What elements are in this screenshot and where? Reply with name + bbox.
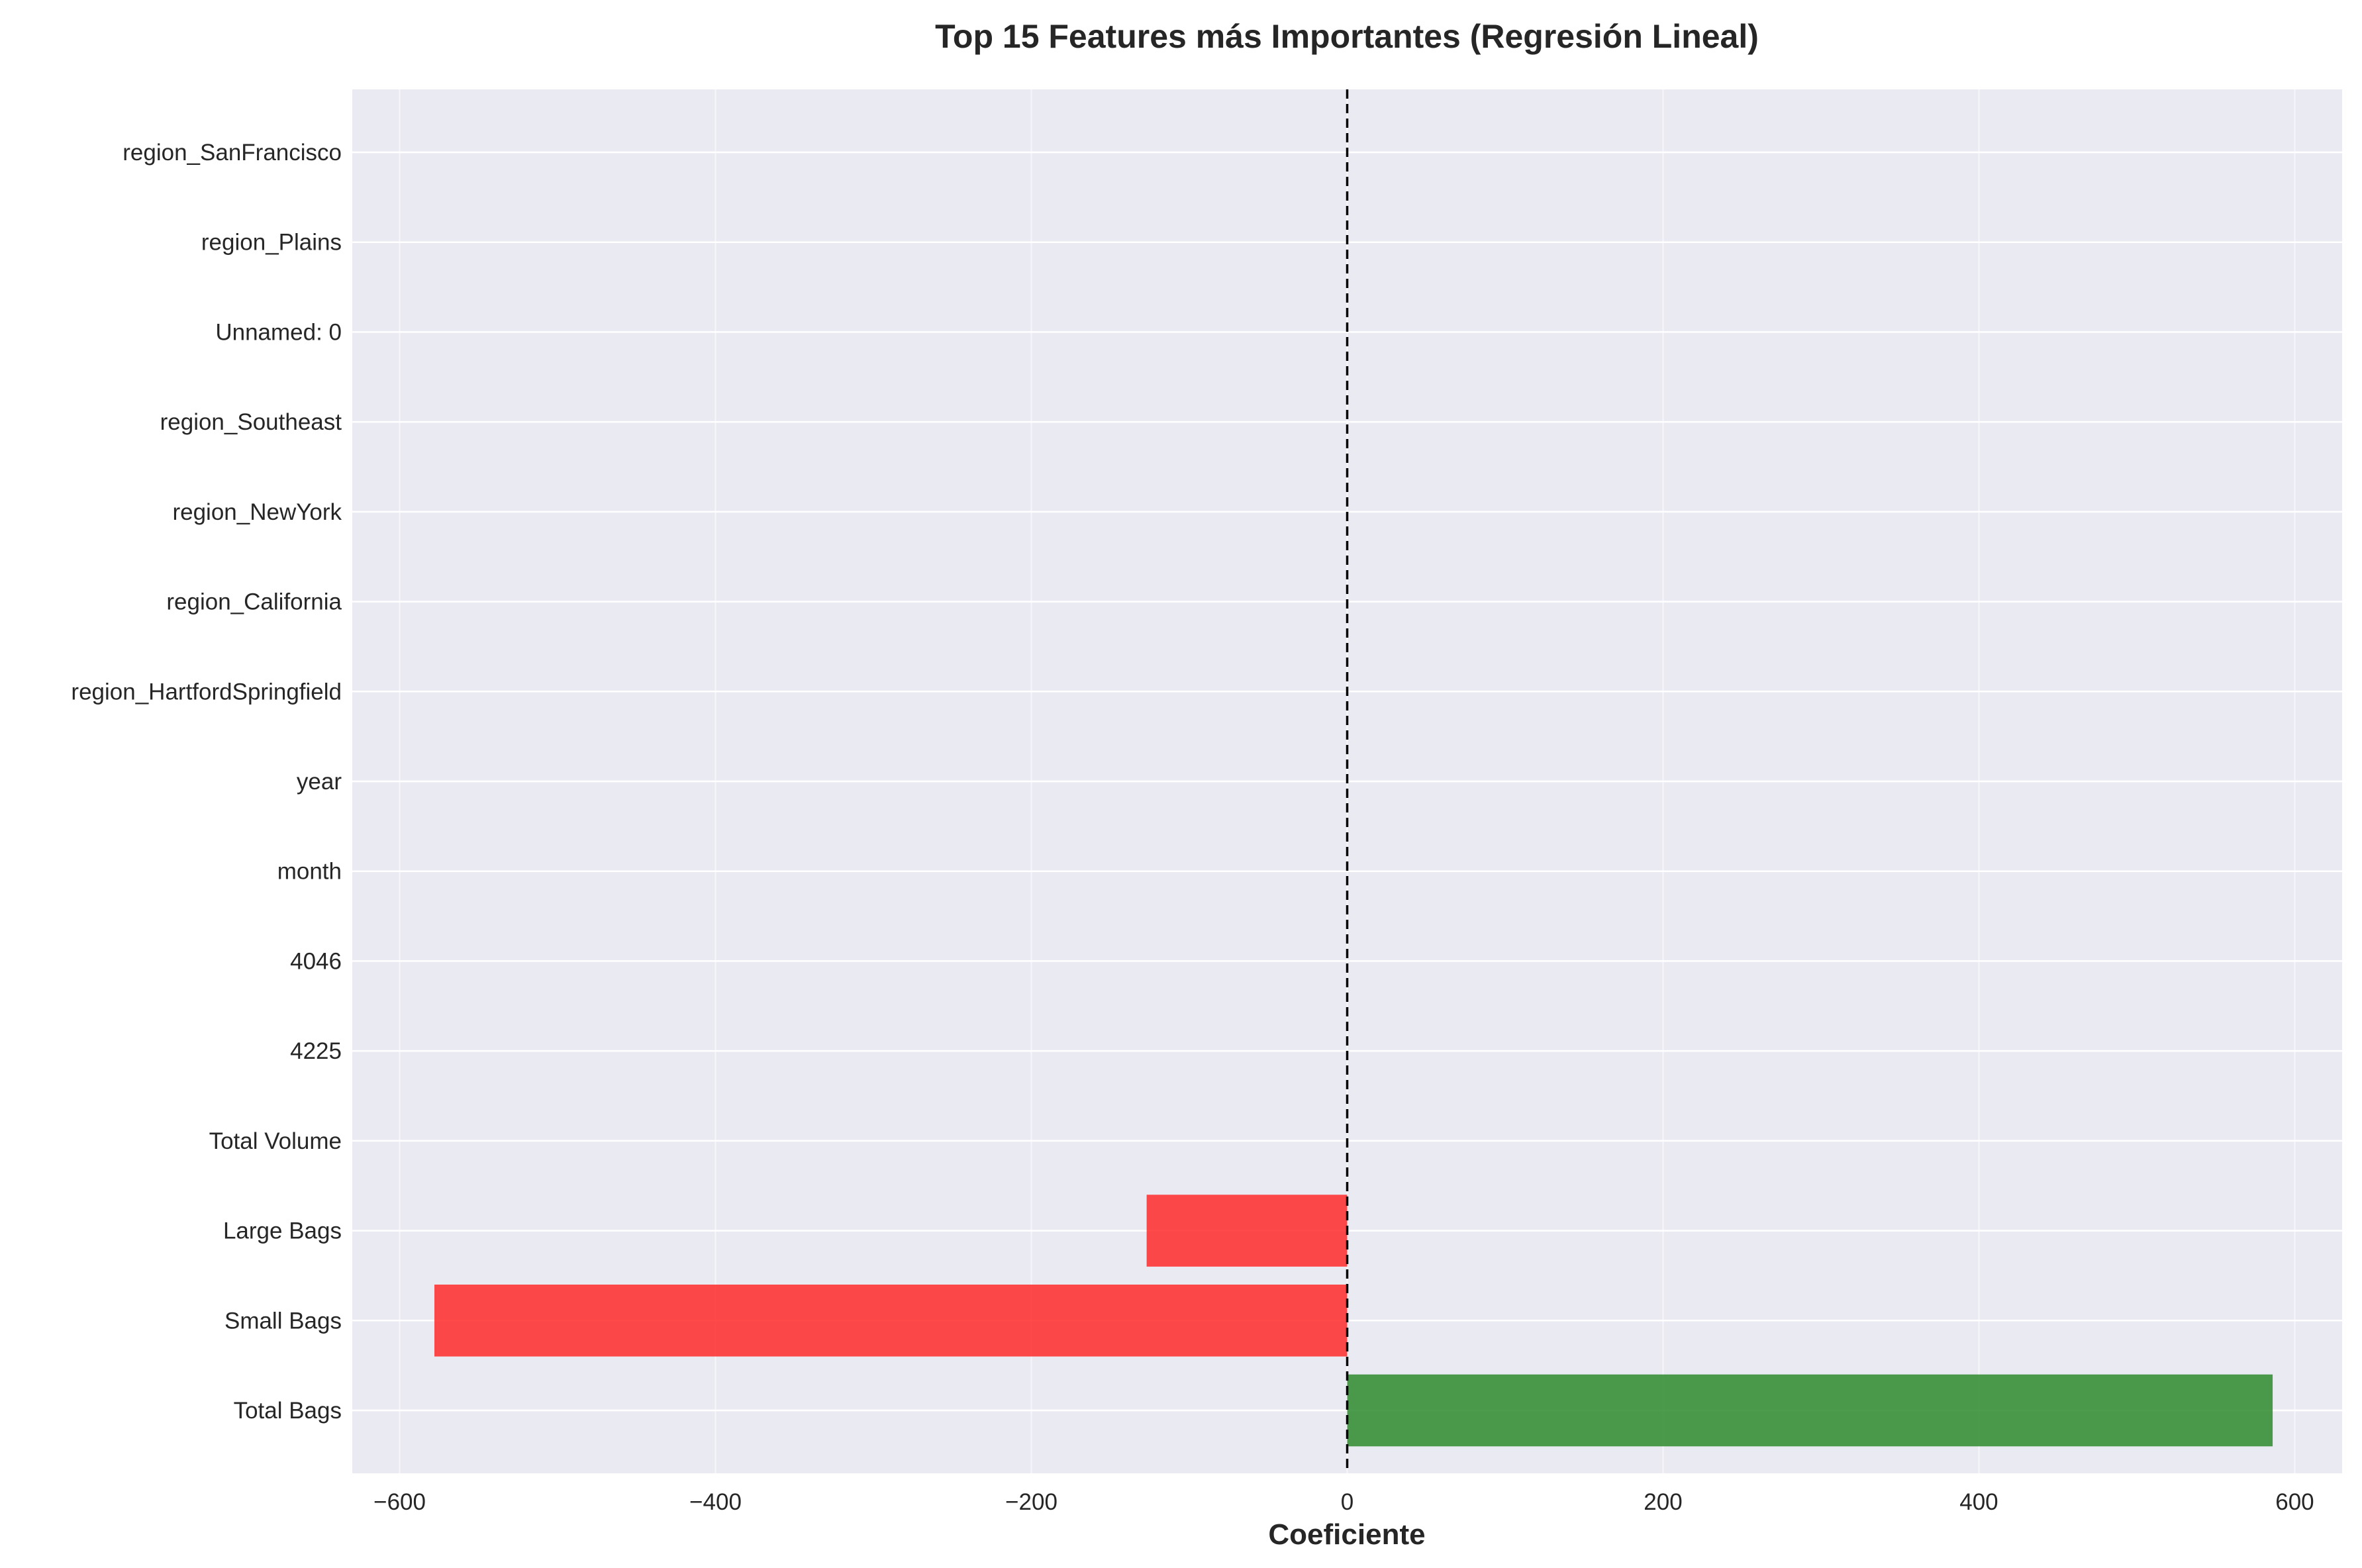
x-tick-labels: −600 −400 −200 0 200 400 600 — [373, 1489, 2314, 1515]
x-tick-label: 0 — [1341, 1489, 1353, 1515]
y-tick-label: region_Plains — [201, 230, 342, 256]
y-tick-label: Total Bags — [234, 1398, 342, 1424]
x-tick-label: −600 — [373, 1489, 426, 1515]
y-tick-label: 4046 — [290, 948, 342, 974]
y-tick-label: Small Bags — [224, 1308, 342, 1334]
x-tick-label: 600 — [2275, 1489, 2314, 1515]
x-axis-label: Coeficiente — [1268, 1518, 1425, 1551]
y-tick-label: region_SanFrancisco — [123, 140, 342, 166]
bar-small-bags — [434, 1285, 1348, 1357]
y-tick-label: year — [297, 769, 342, 795]
y-tick-label: region_California — [166, 589, 342, 615]
chart-title: Top 15 Features más Importantes (Regresi… — [935, 18, 1759, 55]
bars — [434, 116, 2273, 1447]
y-tick-labels: Total Bags Small Bags Large Bags Total Volu… — [71, 140, 342, 1424]
y-tick-label: month — [277, 859, 342, 885]
y-tick-label: Total Volume — [209, 1128, 342, 1154]
x-tick-label: −400 — [689, 1489, 742, 1515]
x-tick-label: −200 — [1005, 1489, 1058, 1515]
y-tick-label: region_Southeast — [160, 409, 342, 435]
y-tick-label: Unnamed: 0 — [215, 319, 342, 345]
y-tick-label: Large Bags — [223, 1218, 342, 1244]
x-tick-label: 400 — [1959, 1489, 1998, 1515]
y-tick-label: region_NewYork — [172, 499, 342, 525]
bar-large-bags — [1146, 1195, 1348, 1267]
x-tick-label: 200 — [1644, 1489, 1682, 1515]
bar-total-bags — [1347, 1374, 2273, 1447]
y-tick-label: 4225 — [290, 1038, 342, 1064]
y-tick-label: region_HartfordSpringfield — [71, 679, 342, 705]
